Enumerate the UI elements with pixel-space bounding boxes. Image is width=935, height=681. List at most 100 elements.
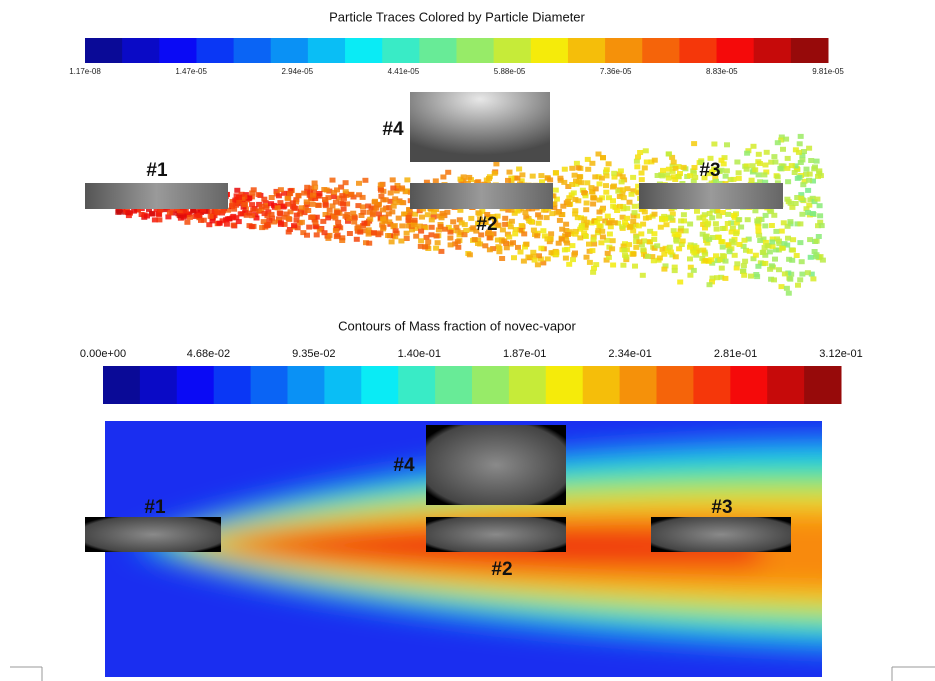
particle [732,253,738,258]
particle [304,199,310,204]
particle [667,245,673,250]
particle [633,245,639,250]
particle [519,223,525,228]
particle [210,218,216,223]
particle [771,213,777,218]
particle [784,197,790,202]
particle [775,174,781,179]
particle [753,272,759,277]
colorbar-band [717,38,755,63]
particle [572,212,578,217]
window-label: #2 [491,559,512,580]
particle [390,177,396,182]
particle [486,176,492,181]
particle [563,256,569,261]
particle [577,174,583,179]
colorbar-band [85,38,123,63]
particle [592,174,598,179]
colorbar-band [754,38,792,63]
particle [293,206,299,211]
particle [720,245,726,250]
particle [610,238,616,243]
particle [389,239,395,244]
particle [354,237,360,242]
particle [344,212,350,217]
particle [392,200,398,205]
particle [131,209,137,214]
particle [632,264,638,269]
particle [787,277,793,282]
particle [611,171,617,176]
particle [786,291,792,296]
particle [125,210,131,215]
particle [356,192,362,197]
particle [737,242,743,247]
colorbar-label: 2.94e-05 [281,67,313,76]
particle [220,209,226,214]
particle [779,229,785,234]
particle [668,216,674,221]
particle [764,150,770,155]
particle [526,218,532,223]
particle [762,261,768,266]
particle [642,209,648,214]
particle [467,252,473,257]
colorbar-label: 9.81e-05 [812,67,844,76]
particle [672,268,678,273]
particle [398,239,404,244]
particle [320,219,326,224]
particle [249,224,255,229]
particle [692,175,698,180]
particle [611,184,617,189]
particle [605,251,611,256]
particle [674,239,680,244]
particle [553,171,559,176]
particle [755,159,761,164]
particle [744,167,750,172]
window-label: #1 [146,160,168,181]
particle [741,263,747,268]
particle [772,160,778,165]
particle [278,187,284,192]
particle [767,249,773,254]
particle [761,172,767,177]
particle [775,140,781,145]
particle [724,142,730,147]
particle [755,264,761,269]
particle [230,214,236,219]
bottom-title: Contours of Mass fraction of novec-vapor [338,318,576,333]
particle [357,230,363,235]
particle [418,238,424,243]
particle [687,173,693,178]
particle [687,273,693,278]
particle [683,228,689,233]
particle [560,204,566,209]
particle [734,261,740,266]
particle [565,232,571,237]
particle [377,231,383,236]
particle [277,210,283,215]
particle [256,192,262,197]
particle [561,180,567,185]
particle [156,217,162,222]
particle [659,216,665,221]
particle [713,221,719,226]
particle [620,263,626,268]
particle [583,207,589,212]
particle [461,174,467,179]
colorbar-band [791,38,829,63]
window-label: #2 [476,214,497,235]
particle [797,141,803,146]
particle [238,211,244,216]
particle [347,231,353,236]
particle [671,160,677,165]
particle [323,202,329,207]
particle [380,216,386,221]
image-window [639,183,783,209]
particle [360,204,366,209]
particle [646,215,652,220]
colorbar-band [288,366,325,404]
particle [284,212,290,217]
particle [496,246,502,251]
particle [777,166,783,171]
